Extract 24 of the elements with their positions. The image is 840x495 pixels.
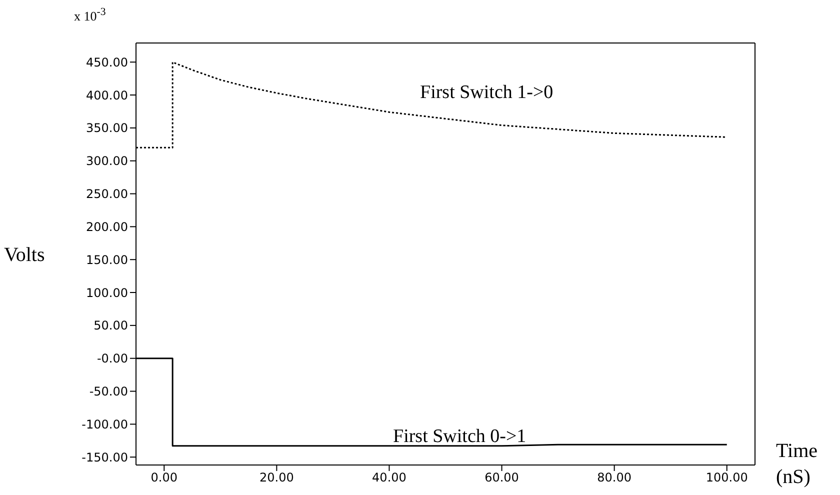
y-tick-label: 350.00 xyxy=(86,121,128,136)
y-tick-label: 300.00 xyxy=(86,154,128,168)
text: x 10$^{-3}$ xyxy=(74,6,106,24)
y-tick-label: -0.00 xyxy=(96,352,128,366)
x-tick-label: 40.00 xyxy=(372,470,406,485)
y-tick-label: 400.00 xyxy=(86,88,128,102)
x-tick-label: 80.00 xyxy=(597,470,632,485)
x-tick-label: 100.00 xyxy=(706,470,748,485)
y-tick-label: 450.00 xyxy=(86,55,128,70)
y-tick-label: 50.00 xyxy=(94,318,128,333)
x-tick-label: 20.00 xyxy=(260,470,294,485)
y-tick-label: -100.00 xyxy=(82,417,128,432)
y-tick-label: -50.00 xyxy=(89,384,128,399)
x-axis-title: Time (nS) xyxy=(776,439,819,490)
y-tick-label: 100.00 xyxy=(86,286,128,300)
y-tick-label: 250.00 xyxy=(86,187,128,202)
y-axis-title: Volts xyxy=(4,244,45,266)
y-tick-label: -150.00 xyxy=(82,450,128,464)
annotation: First Switch 0->1 xyxy=(393,426,526,448)
annotation: First Switch 1->0 xyxy=(420,82,554,104)
x-tick-label: 60.00 xyxy=(484,470,519,485)
y-tick-label: 200.00 xyxy=(86,220,128,234)
y-tick-label: 150.00 xyxy=(86,252,128,267)
x-tick-label: 0.00 xyxy=(150,470,178,485)
